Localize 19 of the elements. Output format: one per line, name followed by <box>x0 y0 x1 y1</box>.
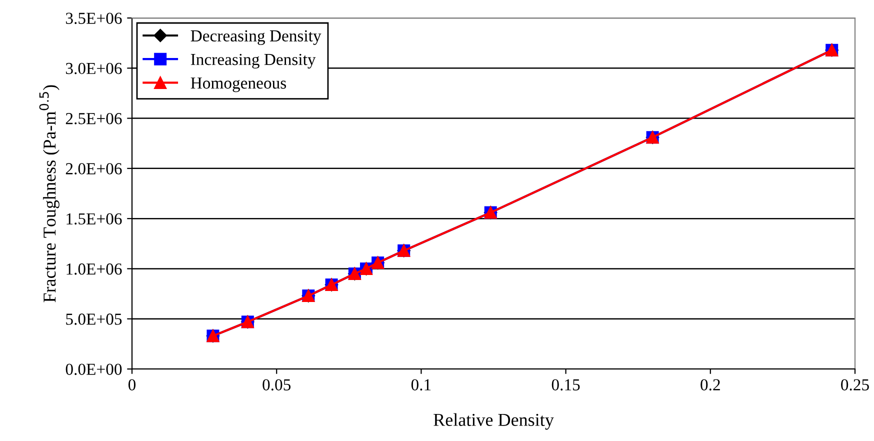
y-tick-label: 2.5E+06 <box>66 112 122 124</box>
legend-label: Decreasing Density <box>190 30 322 45</box>
y-tick-label: 3.0E+06 <box>66 62 122 74</box>
y-tick-label: 3.5E+06 <box>66 12 122 24</box>
x-tick-label: 0.2 <box>700 379 720 391</box>
x-axis-title: Relative Density <box>434 413 554 430</box>
x-tick-label: 0.15 <box>552 379 580 391</box>
y-tick-label: 5.0E+05 <box>66 314 122 325</box>
y-axis-title: Fracture Toughness (Pa-m$^{0.5}$) <box>39 85 60 302</box>
x-tick-label: 0.25 <box>841 379 869 391</box>
legend-label: Increasing Density <box>190 54 316 69</box>
legend-label: Homogeneous <box>190 78 286 92</box>
y-tick-label: 0.0E+00 <box>66 364 122 376</box>
y-tick-label: 1.5E+06 <box>66 213 122 225</box>
x-tick-label: 0.05 <box>262 379 291 391</box>
y-tick-label: 2.0E+06 <box>66 163 122 174</box>
x-tick-label: 0 <box>128 379 136 390</box>
x-tick-label: 0.1 <box>411 379 431 391</box>
y-tick-label: 1.0E+06 <box>66 263 122 275</box>
